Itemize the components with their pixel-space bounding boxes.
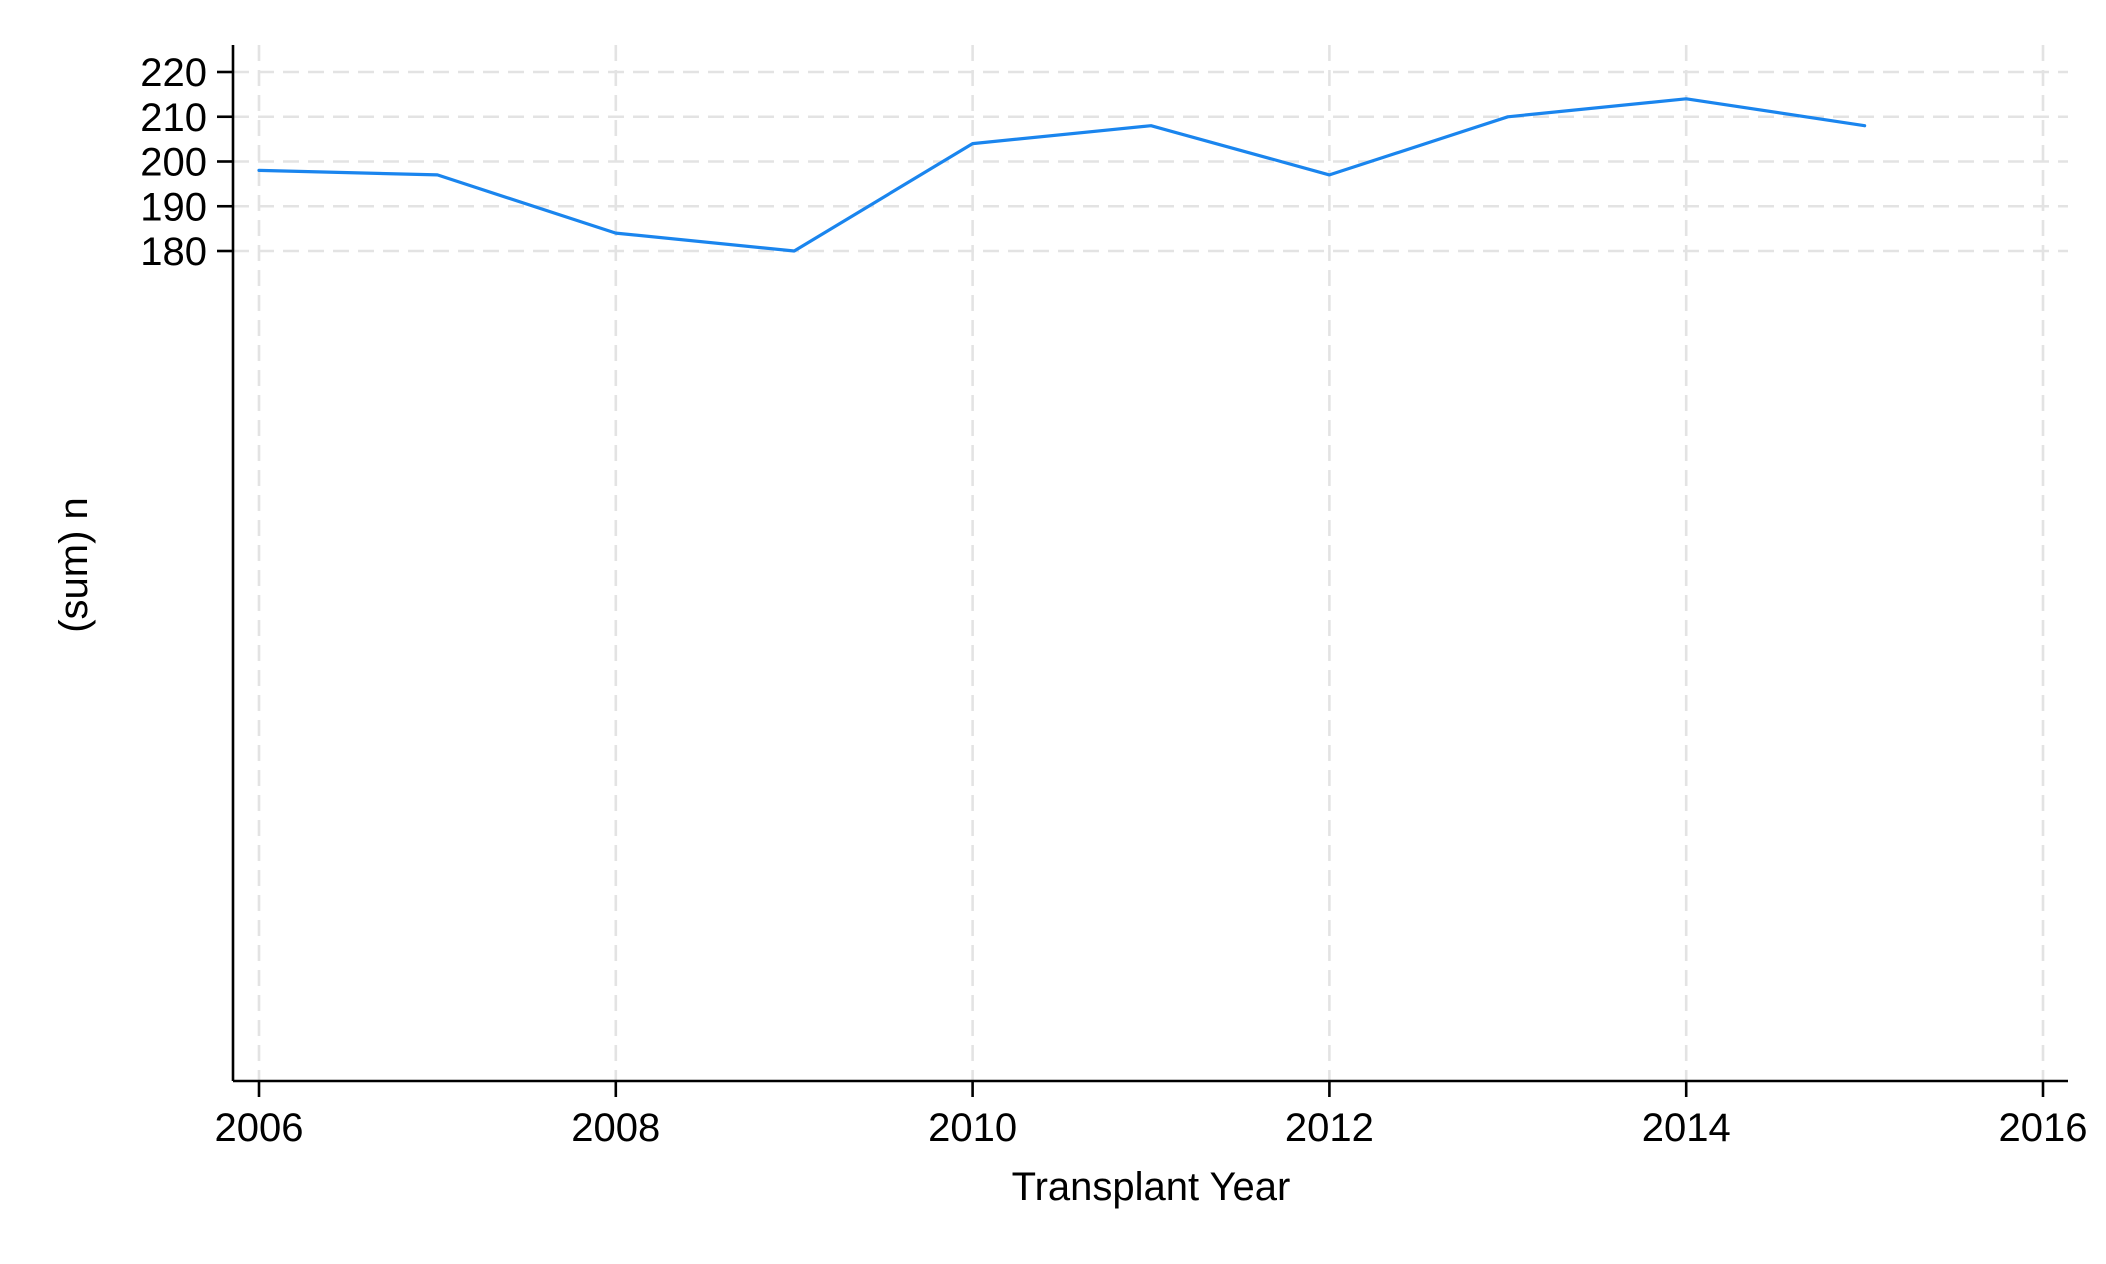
x-axis-title: Transplant Year — [1012, 1165, 1291, 1209]
series-lines — [257, 97, 1867, 253]
axes — [231, 45, 2068, 1083]
x-tick-label: 2008 — [571, 1106, 660, 1150]
x-tick-label: 2014 — [1642, 1106, 1731, 1150]
y-tick-label: 210 — [140, 96, 207, 140]
y-axis-title: (sum) n — [52, 497, 96, 633]
y-tick-label: 200 — [140, 141, 207, 185]
x-tick-label: 2016 — [1999, 1106, 2088, 1150]
x-tick-label: 2010 — [928, 1106, 1017, 1150]
series-line — [257, 97, 1867, 253]
y-tick-label: 220 — [140, 51, 207, 95]
y-tick-label: 190 — [140, 185, 207, 229]
x-tick-label: 2012 — [1285, 1106, 1374, 1150]
grid-lines — [233, 45, 2068, 1081]
x-tick-label: 2006 — [215, 1106, 304, 1150]
y-tick-label: 180 — [140, 230, 207, 274]
